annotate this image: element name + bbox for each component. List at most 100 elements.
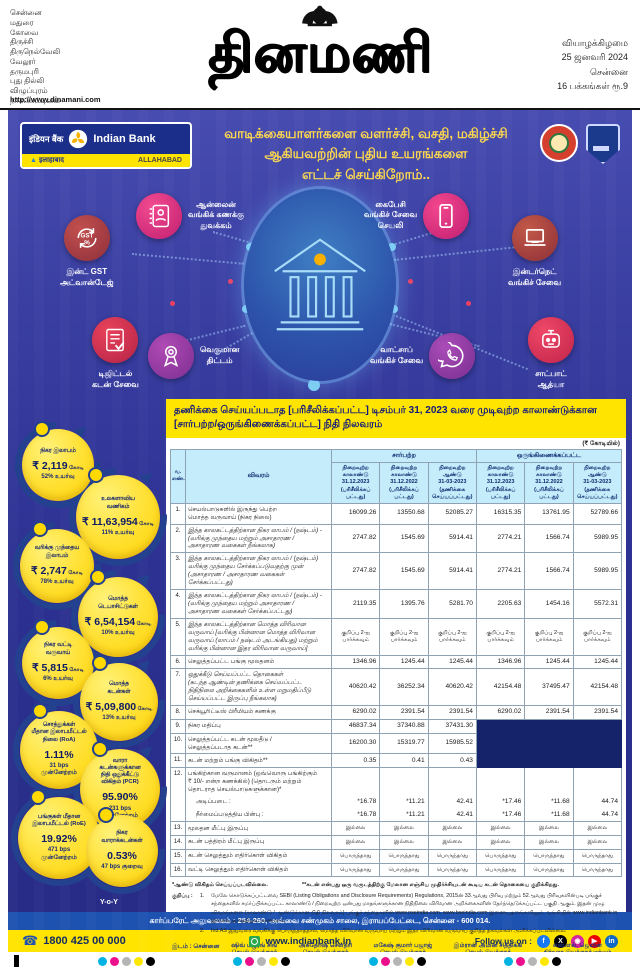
service-loan: டிஜிட்டல் கடன் சேவை bbox=[92, 316, 139, 391]
x-twitter-icon[interactable]: X bbox=[554, 934, 567, 948]
service-label: இன்ட் GST அட்வான்டேஜ் bbox=[60, 266, 114, 287]
signatory-title: செயல் இயக்குநர் bbox=[454, 950, 523, 952]
table-row: 11. கடன் மற்றும் பங்கு விகிதம்** 0.35 0.41 0… bbox=[170, 753, 623, 769]
connector-line bbox=[131, 252, 244, 265]
flower-badge-icon bbox=[92, 654, 108, 671]
website-url[interactable]: www.indianbank.in bbox=[265, 935, 352, 947]
metric-value: ₹ 5,09,800 கோடி bbox=[85, 700, 153, 713]
dinamani-crest-icon bbox=[208, 2, 432, 28]
metric-change: 6% உயர்வு bbox=[43, 675, 73, 682]
flower-badge-icon bbox=[32, 702, 48, 719]
metric-value: ₹ 2,747 கோடி bbox=[30, 564, 84, 577]
metric-roe: பங்குகள் மீதான இலாபமீட்டல் (RoE) 19.92% 47… bbox=[18, 788, 100, 879]
connector-line bbox=[393, 245, 522, 261]
color-dot bbox=[110, 956, 120, 966]
flower-badge-icon bbox=[90, 568, 106, 585]
masthead: சென்னை மதுரை கோவை திருச்சி திருநெல்வேலி வேலூர… bbox=[0, 0, 640, 110]
instagram-icon[interactable]: ◉ bbox=[571, 934, 584, 948]
headline-line: எட்டச் செய்கிறோம்.. bbox=[301, 166, 431, 182]
masthead-date-block: வியாழக்கிழமை 25 ஜனவரி 2024 சென்னை 16 பக்கங்… bbox=[557, 36, 628, 94]
digital-services-diagram: ஆன்லைன் வங்கிக் கணக்கு துவக்கம் GST% இன்ட்… bbox=[8, 187, 632, 395]
masthead-city: சென்னை bbox=[10, 8, 42, 17]
website: www.indianbank.in bbox=[249, 935, 352, 947]
cmyk-dot-group bbox=[233, 956, 291, 966]
indian-bank-flower-icon bbox=[68, 129, 88, 149]
metric-label: நிகர இலாபம் bbox=[40, 447, 76, 454]
signatory-title: செயல் இயக்குநர் bbox=[374, 950, 433, 952]
masthead-city: விழுப்புரம் bbox=[10, 86, 48, 95]
indian-bank-logo: इंडियन बैंक Indian Bank ▲ इलाहाबाद ALLAHA… bbox=[20, 122, 192, 169]
linkedin-icon[interactable]: in bbox=[605, 934, 618, 948]
youtube-icon[interactable]: ▶ bbox=[588, 934, 601, 948]
follow-us-label: Follow us on : bbox=[474, 936, 532, 946]
service-chatbot: சாட்பாட் ஆத்யா bbox=[528, 316, 574, 391]
allahabad-logo-icon: ▲ bbox=[30, 157, 37, 164]
footnote-annual: *ஆண்டு விகிதம் செய்யப்படவில்லை. bbox=[172, 882, 268, 889]
color-dot bbox=[122, 956, 132, 966]
headline-line: வாடிக்கையாளர்களை வளர்ச்சி, வசதி, மகிழ்ச்… bbox=[224, 126, 508, 141]
service-label: கைபேசி வங்கிச் சேவை செயலி bbox=[364, 199, 418, 231]
table-subrow: அடிப்படை : *16.78 *11.21 42.41 *17.46 *11.68 4… bbox=[171, 796, 623, 809]
signatory-name: எஸ்.எல். ஜெயின் bbox=[553, 941, 602, 949]
table-subrow: நீர்மைப்படுத்திய பின்பு : *16.78 *11.21 42.… bbox=[171, 808, 623, 823]
color-dot bbox=[380, 956, 390, 966]
service-mobile: கைபேசி வங்கிச் சேவை செயலி bbox=[364, 192, 470, 239]
metric-change: 31 bps முன்னேற்றம் bbox=[41, 763, 77, 777]
table-row: 3. இந்த காலகட்டத்திற்கான நிகர லாபம் / (நஷ… bbox=[170, 552, 623, 591]
cmyk-dot-group bbox=[368, 956, 426, 966]
facebook-icon[interactable]: f bbox=[537, 934, 550, 948]
metric-change: 13% உயர்வு bbox=[102, 714, 136, 721]
mascot-emblem-icon bbox=[540, 124, 578, 162]
ad-headline: வாடிக்கையாளர்களை வளர்ச்சி, வசதி, மகிழ்ச்… bbox=[202, 122, 530, 185]
color-dot bbox=[503, 956, 513, 966]
metric-change: 47 bps குறைவு bbox=[101, 863, 143, 870]
masthead-city: நாகப்பட்டினம் bbox=[10, 95, 60, 105]
table-row: 4. இந்த காலகட்டத்திற்கான நிகர லாபம் / (நஷ… bbox=[170, 589, 623, 619]
service-label: இன்டர்நெட் வங்கிச் சேவை bbox=[508, 266, 562, 287]
signatory-title: செயல் இயக்குநர் bbox=[231, 950, 277, 952]
table-row: 7. ஒதுக்கீடு செய்யப்பட்ட தொகைகள் (கடந்த ஆ… bbox=[170, 668, 623, 707]
ad-body: Y-o-Y நிகர இலாபம் ₹ 2,119 கோடி 52% உயர்வு உ… bbox=[8, 395, 632, 952]
follow-us: Follow us on : f X ◉ ▶ in bbox=[474, 934, 618, 948]
allahabad-english: ALLAHABAD bbox=[138, 157, 182, 164]
svg-text:%: % bbox=[84, 239, 90, 246]
shield-award-icon bbox=[586, 124, 620, 164]
robot-icon bbox=[528, 316, 574, 363]
highlights-rail: Y-o-Y நிகர இலாபம் ₹ 2,119 கோடி 52% உயர்வு உ… bbox=[14, 399, 162, 912]
metric-value: ₹ 2,119 கோடி bbox=[32, 460, 84, 473]
color-dot bbox=[269, 956, 279, 966]
signatory: அசுதோஷ் சௌத்ரிசெயல் இயக்குநர் bbox=[299, 942, 353, 952]
phone-icon bbox=[423, 192, 470, 239]
color-dot bbox=[527, 956, 537, 966]
metric-value: 0.53% bbox=[107, 849, 137, 862]
color-dot bbox=[281, 956, 291, 966]
notes-section: குறிப்பு :1. மேலே கொடுக்கப்பட்டவை SEBI (L… bbox=[166, 891, 626, 937]
financial-results-table: வ. எண். விவரம் சார்பற்ற ஒருங்கிணைக்கப்பட்ட ந… bbox=[170, 448, 623, 878]
reward-icon bbox=[148, 332, 194, 379]
contact-bar: ☎ 1800 425 00 000 www.indianbank.in Foll… bbox=[8, 930, 632, 952]
table-row: 14. கடன் பத்திரம் மீட்பு இருப்பு இல்லை இல்ல… bbox=[170, 834, 623, 850]
helpline: ☎ 1800 425 00 000 bbox=[22, 933, 126, 949]
metric-pre-tax-profit: வரிக்கு முந்தைய இலாபம் ₹ 2,747 கோடி 78% உய… bbox=[20, 520, 94, 603]
metric-label: பங்குகள் மீதான இலாபமீட்டல் (RoE) bbox=[32, 813, 86, 827]
print-registration-marks bbox=[0, 952, 640, 970]
service-label: டிஜிட்டல் கடன் சேவை bbox=[92, 368, 139, 389]
metric-value: ₹ 11,63,954 கோடி bbox=[82, 515, 154, 528]
cmyk-dot-group bbox=[98, 956, 156, 966]
table-row: 13. மூலதன மீட்பு இருப்பு இல்லை இல்லை இல்லை இல… bbox=[170, 821, 623, 836]
signatory-name: மகேஷ் குமார் பஜாஜ் bbox=[373, 941, 433, 949]
helpline-number[interactable]: 1800 425 00 000 bbox=[43, 935, 126, 947]
allahabad-hindi: ▲ इलाहाबाद bbox=[30, 157, 64, 164]
bank-name-hindi: इंडियन बैंक bbox=[29, 133, 64, 144]
metric-net-profit: நிகர இலாபம் ₹ 2,119 கோடி 52% உயர்வு bbox=[22, 420, 94, 501]
color-dot bbox=[416, 956, 426, 966]
connector-dot bbox=[308, 378, 320, 391]
color-dot bbox=[146, 956, 156, 966]
service-label: வாட்சாப் வங்கிச் சேவை bbox=[370, 344, 424, 365]
service-gst: GST% இன்ட் GST அட்வான்டேஜ் bbox=[60, 214, 114, 289]
masthead-date-line: சென்னை bbox=[590, 66, 628, 77]
signatory: இம்ரான் அமின் சித்திக்கிசெயல் இயக்குநர் bbox=[454, 942, 523, 952]
service-account: ஆன்லைன் வங்கிக் கணக்கு துவக்கம் bbox=[136, 192, 244, 239]
masthead-url[interactable]: http://www.dinamani.com bbox=[10, 95, 101, 104]
